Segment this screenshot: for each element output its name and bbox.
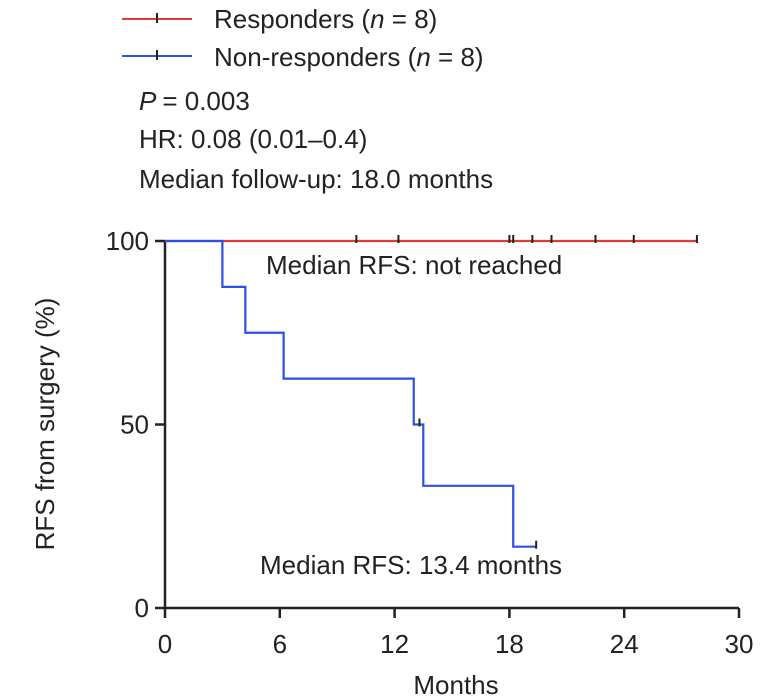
legend-label-nonresponders: Non-responders (n = 8) [214,42,484,72]
legend-name-nonresponders: Non-responders [214,42,400,72]
legend-n-nonresponders: n [416,42,430,72]
followup-text: Median follow-up: 18.0 months [139,164,493,194]
annotation-nonresponders: Median RFS: 13.4 months [260,550,562,580]
p-value-text: P = 0.003 [139,86,250,116]
p-value: = 0.003 [162,86,249,116]
legend-item-responders: Responders (n = 8) [122,4,437,34]
hr-text: HR: 0.08 (0.01–0.4) [139,124,367,154]
legend-n-responders: n [370,4,384,34]
x-tick-label-24: 24 [610,629,639,659]
annotation-responders: Median RFS: not reached [266,250,562,280]
legend-item-nonresponders: Non-responders (n = 8) [122,42,484,72]
x-tick-label-30: 30 [725,629,754,659]
x-tick-label-12: 12 [380,629,409,659]
x-tick-label-18: 18 [495,629,524,659]
legend-label-responders: Responders (n = 8) [214,4,437,34]
series-line-non-responders [165,239,537,548]
x-ticks: 0 6 12 18 24 30 [158,608,754,659]
x-axis-label: Months [413,670,498,700]
y-axis-label: RFS from surgery (%) [30,298,60,551]
legend-name-responders: Responders [214,4,354,34]
x-tick-label-6: 6 [273,629,287,659]
x-tick-label-0: 0 [158,629,172,659]
y-tick-label-0: 0 [135,593,149,623]
stats-block: P = 0.003 HR: 0.08 (0.01–0.4) Median foll… [139,86,493,194]
y-tick-label-100: 100 [106,226,149,256]
legend-count-nonresponders: = 8) [438,42,484,72]
p-label: P [139,86,157,116]
series-layer [165,235,698,549]
legend-count-responders: = 8) [392,4,438,34]
legend: Responders (n = 8) Non-responders (n = 8… [122,4,484,72]
y-ticks: 0 50 100 [106,226,165,623]
y-tick-label-50: 50 [120,410,149,440]
